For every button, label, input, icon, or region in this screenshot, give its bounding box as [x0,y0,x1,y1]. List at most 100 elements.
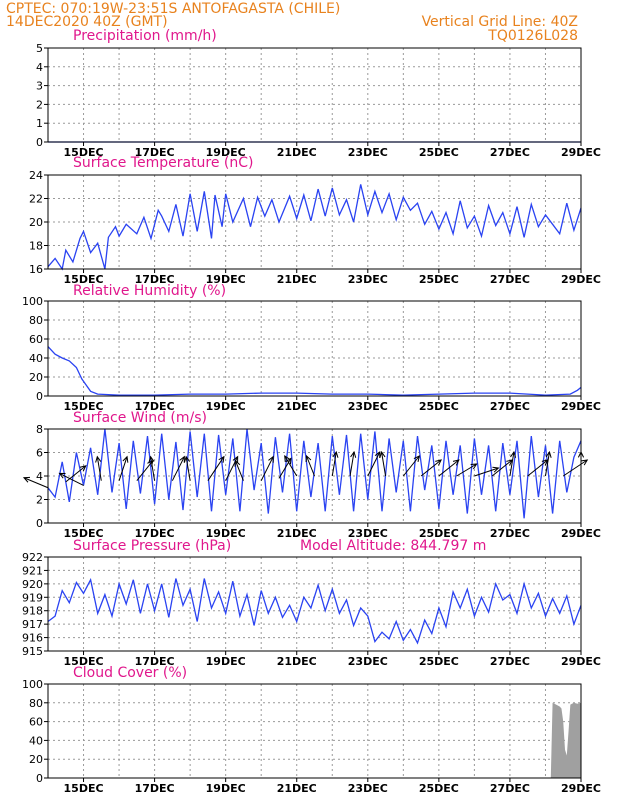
cloud-cover-xtick-label: 27DEC [490,782,530,795]
wind-vector-shaft [474,467,499,477]
humidity-ytick-label: 80 [29,314,43,327]
wind-vector-shaft [306,455,315,477]
cloud-cover-ytick-label: 20 [29,753,43,766]
pressure-frame [47,556,582,652]
wind-vector-shaft [23,477,49,489]
pressure-xtick-label: 23DEC [348,655,388,668]
wind-vector-head [148,455,155,463]
wind-vector-head [374,450,381,459]
wind-xtick-label: 23DEC [348,527,388,540]
pressure-title: Surface Pressure (hPa) [73,538,231,554]
wind-xtick-label: 29DEC [561,527,601,540]
wind-title: Surface Wind (m/s) [73,410,207,426]
wind-vector-shaft [118,456,128,481]
humidity-ytick-label: 100 [22,295,43,308]
wind-vector-shaft [381,451,387,477]
pressure-ytick-label: 921 [22,564,43,577]
wind-vector-shaft [420,459,442,477]
cloud-cover-xtick-label: 29DEC [561,782,601,795]
cloud-cover-xtick-label: 23DEC [348,782,388,795]
wind-xtick-label: 21DEC [277,527,317,540]
humidity-frame [47,300,582,397]
wind-vector-shaft [527,459,549,477]
temperature-ytick-label: 24 [29,169,43,182]
humidity-ytick-label: 20 [29,371,43,384]
wind-vector-shaft [171,456,185,481]
cloud-cover-ytick-label: 60 [29,716,43,729]
pressure-xtick-label: 21DEC [277,655,317,668]
wind-vector-head [284,455,291,463]
wind-vector-head [179,455,185,463]
temperature-xtick-label: 23DEC [348,273,388,286]
wind-vector-head [332,450,339,458]
wind-vector-shaft [150,456,156,481]
wind-vector-shaft [331,451,337,477]
wind-series-line [47,428,582,519]
pressure-xtick-label: 17DEC [135,655,175,668]
wind-ytick-label: 0 [36,517,43,530]
cloud-cover-frame [47,683,582,779]
wind-vector-shaft [234,460,244,481]
precipitation-xtick-label: 27DEC [490,146,530,159]
temperature-title: Surface Temperature (nC) [73,155,254,171]
wind-vector-shaft [136,460,154,482]
wind-frame [47,428,582,524]
temperature-xtick-label: 21DEC [277,273,317,286]
humidity-panel: 0 20 40 60 80 100 15DEC 17DEC 19DEC 21DEC 23DEC 25D… [22,283,601,413]
wind-vector-shaft [284,455,298,477]
temperature-ytick-label: 22 [29,193,43,206]
humidity-ytick-label: 60 [29,333,43,346]
wind-vector-head [350,450,357,458]
pressure-xtick-label: 27DEC [490,655,530,668]
wind-ytick-label: 6 [36,447,43,460]
precipitation-xtick-label: 29DEC [561,146,601,159]
temperature-xtick-label: 29DEC [561,273,601,286]
precipitation-xtick-label: 21DEC [277,146,317,159]
wind-vector-head [22,476,31,483]
precipitation-ytick-label: 1 [36,117,43,130]
pressure-ytick-label: 915 [22,645,43,658]
humidity-xtick-label: 19DEC [206,400,246,413]
wind-xtick-label: 25DEC [419,527,459,540]
wind-xtick-label: 17DEC [135,527,175,540]
cloud-cover-xtick-label: 19DEC [206,782,246,795]
wind-vector-shaft [96,456,102,481]
wind-vector-shaft [491,459,513,477]
precipitation-ytick-label: 4 [36,61,43,74]
wind-xtick-label: 27DEC [490,527,530,540]
wind-vector-head [435,459,442,466]
precipitation-frame [47,47,582,143]
pressure-ytick-label: 920 [22,578,43,591]
header-location: CPTEC: 070:19W-23:51S ANTOFAGASTA (CHILE… [6,1,340,17]
humidity-series-line [47,346,582,396]
humidity-ytick-label: 40 [29,352,43,365]
wind-vector-shaft [349,451,355,477]
wind-vector-head [218,455,225,463]
wind-vector-head [183,455,191,463]
wind-vector-shaft [260,456,274,481]
wind-vector-head [452,459,460,466]
pressure-xtick-label: 25DEC [419,655,459,668]
wind-vector-shaft [278,458,292,479]
cloud-cover-xtick-label: 17DEC [135,782,175,795]
cloud-cover-xtick-label: 25DEC [419,782,459,795]
precipitation-ytick-label: 3 [36,80,43,93]
wind-vector-shaft [544,451,550,477]
temperature-series-line [47,184,582,271]
pressure-ytick-label: 916 [22,632,43,645]
temperature-xtick-label: 27DEC [490,273,530,286]
wind-vector-shaft [402,455,420,477]
humidity-ytick-label: 0 [36,390,43,403]
humidity-xtick-label: 21DEC [277,400,317,413]
pressure-xtick-label: 15DEC [64,655,104,668]
precipitation-xtick-label: 19DEC [206,146,246,159]
precipitation-panel: 0 1 2 3 4 5 15DEC 17DEC 19DEC 21DEC 23DEC 25DEC 27DE… [36,28,601,159]
cloud-cover-xtick-label: 15DEC [64,782,104,795]
wind-vector-shaft [207,456,225,481]
pressure-ytick-label: 919 [22,591,43,604]
precipitation-xtick-label: 23DEC [348,146,388,159]
wind-xtick-label: 19DEC [206,527,246,540]
wind-vector-head [79,465,87,472]
pressure-ytick-label: 922 [22,551,43,564]
temperature-ytick-label: 18 [29,240,43,253]
